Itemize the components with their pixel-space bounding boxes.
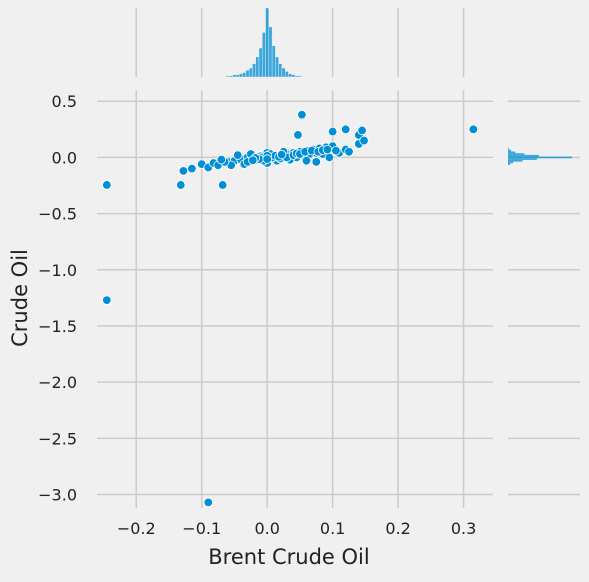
y-marginal-bar [508,163,511,166]
y-marginal-bar [508,156,572,159]
y-marginal-bar [508,159,523,162]
x-tick-label: −0.2 [117,519,156,538]
right-marginal-grid [508,100,580,496]
x-tick-label: −0.1 [182,519,221,538]
x-marginal-bar [298,75,302,78]
x-marginal-bar [255,56,260,78]
x-marginal-bar [262,32,266,78]
x-marginal-bar [229,75,234,78]
scatter-point [324,152,335,163]
scatter-point [293,130,303,140]
scatter-point [468,124,479,135]
x-marginal-bar [226,75,230,78]
scatter-point [357,125,367,136]
x-tick-label: 0.2 [385,519,410,538]
x-marginal-bar [271,45,276,78]
x-marginal-bar [275,56,279,78]
x-marginal-bar [281,67,286,78]
y-tick-label: −2.0 [38,373,77,392]
y-tick-label: −1.5 [38,317,77,336]
scatter-point [203,497,213,508]
scatter-point [217,180,228,190]
scatter-point [297,110,307,120]
x-marginal-bar [284,71,289,78]
main-grid [97,90,493,508]
x-marginal-bar [268,26,273,78]
scatter-point [216,154,227,165]
y-tick-label: −1.0 [38,261,77,280]
x-marginal-bar [242,72,247,78]
y-tick-label: 0.5 [52,92,77,111]
scatter-point [233,150,243,160]
x-marginal-bar [245,70,250,78]
y-marginal-bar [508,161,514,164]
y-marginal-bar [508,154,539,157]
scatter-point [102,295,112,305]
x-marginal-bar [278,63,283,78]
scatter-point [178,166,189,176]
x-marginal-bar [291,74,296,78]
scatter-points [102,110,479,508]
x-marginal-histogram [226,7,302,78]
scatter-point [327,126,338,137]
scatter-point [102,180,112,190]
scatter-point [311,157,321,167]
x-marginal-bar [265,7,270,78]
x-marginal-bar [252,63,256,78]
x-marginal-bar [232,74,237,78]
y-marginal-bar [508,149,512,152]
scatter-point [262,154,272,164]
scatter-point [322,144,333,155]
x-axis-label: Brent Crude Oil [208,545,369,569]
y-axis-label: Crude Oil [8,249,32,347]
x-tick-labels: −0.2 −0.1 0.0 0.1 0.2 0.3 [117,519,476,538]
scatter-point [248,155,258,165]
x-marginal-bar [288,73,292,78]
scatter-point [331,145,341,156]
scatter-point [359,135,369,146]
x-tick-label: 0.1 [320,519,345,538]
scatter-point [341,124,351,135]
y-marginal-bar [508,148,510,150]
y-tick-label: 0.0 [52,148,77,167]
scatter-point [176,180,186,190]
x-marginal-bar [294,75,299,78]
scatter-point [301,156,312,166]
y-marginal-bar [508,151,516,154]
y-tick-label: −0.5 [38,205,77,224]
y-tick-labels: 0.5 0.0 −0.5 −1.0 −1.5 −2.0 −2.5 −3.0 [38,92,77,504]
x-tick-label: 0.3 [451,519,476,538]
y-marginal-bar [508,153,525,155]
scatter-point [344,147,354,157]
scatter-point [276,149,287,160]
y-marginal-histogram [508,148,572,166]
scatter-point [187,163,197,174]
y-tick-label: −3.0 [38,486,77,505]
x-marginal-bar [258,47,263,78]
y-tick-label: −2.5 [38,429,77,448]
x-marginal-bar [239,73,243,78]
x-marginal-bar [248,67,253,78]
y-marginal-bar [508,158,537,160]
x-tick-label: 0.0 [254,519,279,538]
x-marginal-bar [235,74,240,78]
